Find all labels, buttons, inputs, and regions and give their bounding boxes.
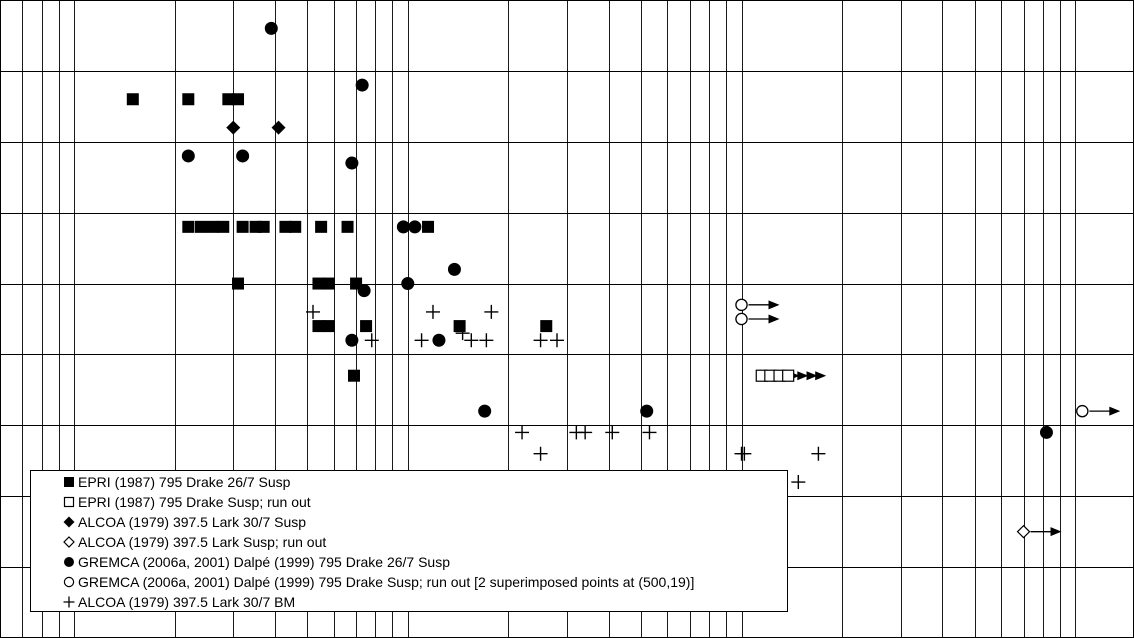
data-point-s6-7 (484, 304, 499, 319)
data-point-s0-16 (232, 277, 245, 290)
data-point-s4-9 (357, 284, 371, 298)
data-point-s5-1 (735, 312, 780, 326)
data-point-s0-10 (257, 220, 270, 233)
data-point-s6-8 (533, 333, 548, 348)
data-point-s6-11 (533, 446, 548, 461)
data-point-s6-26 (791, 475, 806, 490)
legend-label: GREMCA (2006a, 2001) Dalpé (1999) 795 Dr… (78, 574, 695, 590)
data-point-s6-4 (455, 326, 470, 341)
data-point-s0-12 (289, 220, 302, 233)
data-point-s2-0 (226, 120, 241, 135)
legend-item-epri-runout: EPRI (1987) 795 Drake Susp; run out (63, 492, 311, 512)
data-point-s0-21 (322, 320, 335, 333)
data-point-s4-0 (264, 21, 278, 35)
circle-open-icon (63, 577, 75, 588)
data-point-s0-6 (206, 220, 219, 233)
data-point-s6-2 (414, 333, 429, 348)
data-point-s6-21 (642, 425, 657, 440)
data-point-s6-3 (425, 304, 440, 319)
data-point-s0-19 (350, 277, 363, 290)
legend-label: ALCOA (1979) 397.5 Lark Susp; run out (78, 534, 327, 550)
circle-filled-icon (64, 557, 74, 568)
data-point-s4-4 (345, 156, 359, 170)
legend-item-gremca-runout: GREMCA (2006a, 2001) Dalpé (1999) 795 Dr… (63, 572, 694, 592)
data-point-s0-7 (217, 220, 230, 233)
data-point-s4-10 (345, 333, 359, 347)
data-point-s4-5 (396, 220, 410, 234)
data-point-s0-8 (236, 220, 249, 233)
data-point-s4-11 (432, 333, 446, 347)
data-point-s0-3 (232, 93, 245, 106)
legend-label: EPRI (1987) 795 Drake 26/7 Susp (78, 474, 291, 490)
data-point-s0-14 (341, 220, 354, 233)
legend-label: ALCOA (1979) 397.5 Lark 30/7 Susp (78, 514, 307, 530)
data-point-s0-17 (312, 277, 325, 290)
data-point-s6-24 (737, 446, 752, 461)
data-point-s0-15 (422, 220, 435, 233)
plus-icon (63, 596, 75, 608)
data-point-s5-2 (1076, 404, 1121, 418)
legend-label: EPRI (1987) 795 Drake Susp; run out (78, 494, 311, 510)
data-point-s0-5 (194, 220, 207, 233)
legend-item-alcoa-susp: ALCOA (1979) 397.5 Lark 30/7 Susp (63, 512, 306, 532)
data-point-s4-8 (401, 277, 415, 291)
data-point-s0-4 (182, 220, 195, 233)
data-point-s4-6 (408, 220, 422, 234)
data-point-s4-7 (447, 262, 461, 276)
data-point-s0-1 (182, 93, 195, 106)
data-point-s6-15 (578, 425, 593, 440)
square-filled-icon (64, 477, 74, 488)
data-point-s4-14 (1039, 425, 1053, 439)
legend-label: ALCOA (1979) 397.5 Lark 30/7 BM (78, 594, 296, 610)
data-point-s6-1 (364, 333, 379, 348)
data-point-s0-18 (322, 277, 335, 290)
legend-item-alcoa-bm: ALCOA (1979) 397.5 Lark 30/7 BM (63, 592, 295, 612)
diamond-open-icon (63, 536, 75, 549)
diamond-filled-icon (63, 516, 75, 528)
legend-item-epri-susp: EPRI (1987) 795 Drake 26/7 Susp (63, 472, 290, 492)
data-point-s0-11 (279, 220, 292, 233)
data-point-s0-22 (360, 320, 373, 333)
legend-item-alcoa-runout: ALCOA (1979) 397.5 Lark Susp; run out (63, 532, 326, 552)
data-point-s0-13 (315, 220, 328, 233)
data-point-s0-24 (540, 320, 553, 333)
square-open-icon (63, 497, 75, 508)
chart-legend: EPRI (1987) 795 Drake 26/7 Susp EPRI (19… (30, 470, 788, 612)
data-point-s2-1 (271, 120, 286, 135)
data-point-s4-1 (355, 78, 369, 92)
data-point-s5-0 (735, 298, 780, 312)
data-point-s6-5 (464, 333, 479, 348)
data-point-s1-3 (782, 369, 827, 382)
data-point-s6-0 (305, 304, 320, 319)
data-point-s3-0 (1016, 524, 1062, 539)
data-point-s0-0 (126, 93, 139, 106)
data-point-s6-16 (605, 425, 620, 440)
data-point-s6-10 (515, 425, 530, 440)
data-point-s4-3 (236, 149, 250, 163)
legend-item-gremca-susp: GREMCA (2006a, 2001) Dalpé (1999) 795 Dr… (63, 552, 450, 572)
data-point-s6-9 (550, 333, 564, 348)
data-point-s4-2 (181, 149, 195, 163)
data-point-s6-27 (811, 446, 826, 461)
data-point-s0-25 (347, 369, 360, 382)
data-point-s0-2 (222, 93, 235, 106)
legend-label: GREMCA (2006a, 2001) Dalpé (1999) 795 Dr… (78, 554, 450, 570)
data-point-s0-23 (453, 320, 466, 333)
data-point-s4-13 (640, 404, 654, 418)
data-point-s4-12 (478, 404, 492, 418)
plot-points (126, 21, 1121, 539)
data-point-s6-6 (479, 333, 494, 348)
data-point-s0-20 (312, 320, 325, 333)
